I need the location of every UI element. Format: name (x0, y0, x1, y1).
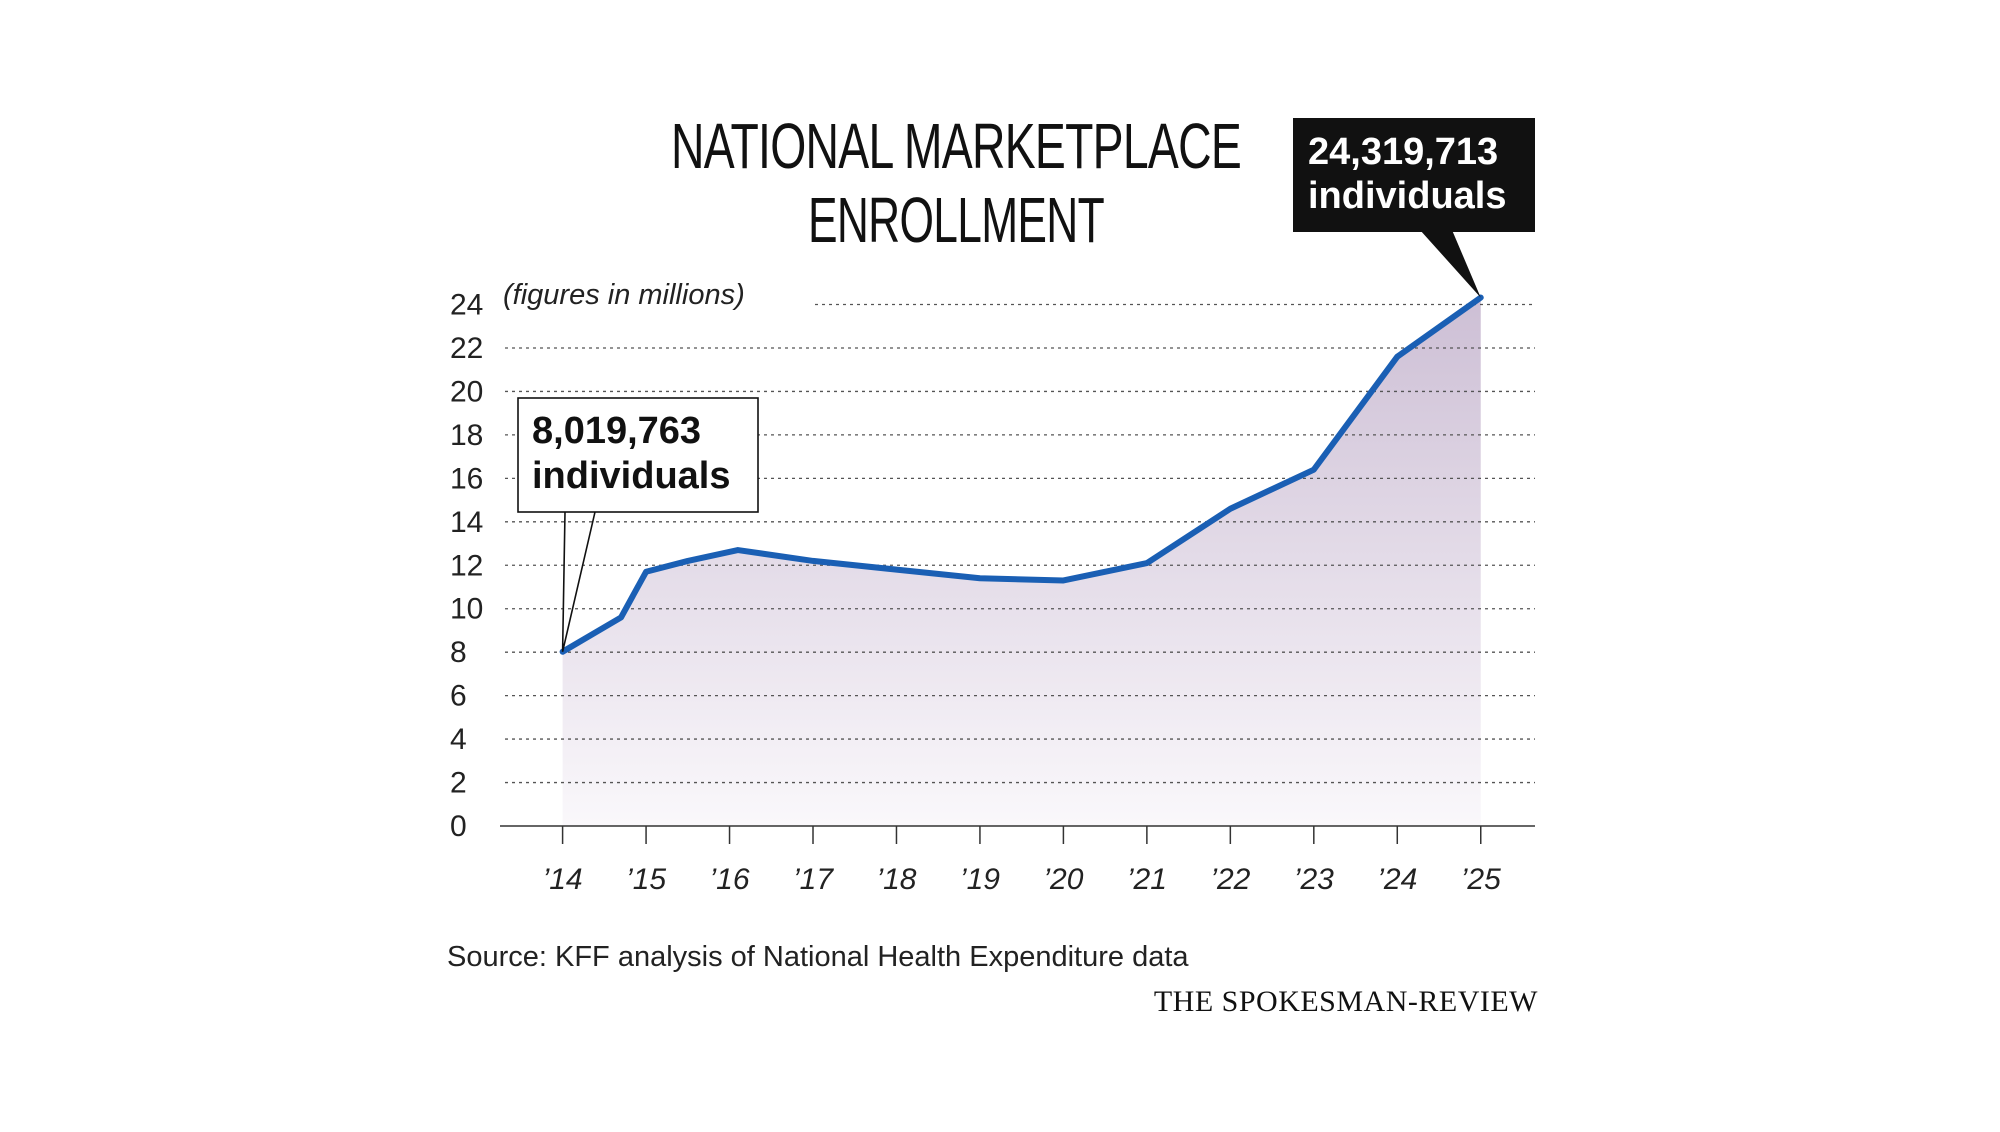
callout-end-value: 24,319,713 (1308, 131, 1498, 173)
data-point-11 (1311, 467, 1317, 473)
data-point-6 (893, 567, 899, 573)
x-tick-label-2023: ’23 (1294, 863, 1334, 896)
data-point-3 (685, 558, 691, 564)
y-tick-label-10: 10 (450, 593, 483, 626)
callout-start-value: 8,019,763 (532, 410, 701, 452)
y-tick-label-4: 4 (450, 723, 467, 756)
data-point-7 (977, 575, 983, 581)
y-tick-label-22: 22 (450, 332, 483, 365)
x-tick-label-2021: ’21 (1127, 863, 1167, 896)
data-point-9 (1144, 560, 1150, 566)
series-line (559, 294, 1484, 655)
callout-box-end (1293, 118, 1535, 232)
chart-title-line-1: NATIONAL MARKETPLACE (671, 110, 1241, 182)
x-tick-label-2017: ’17 (793, 863, 834, 896)
x-tick-label-2019: ’19 (960, 863, 1000, 896)
y-tick-label-12: 12 (450, 549, 483, 582)
source-note: Source: KFF analysis of National Health … (447, 941, 1189, 973)
callout-start-label: individuals (532, 455, 730, 497)
data-point-8 (1060, 577, 1066, 583)
x-tick-label-2015: ’15 (626, 863, 666, 896)
x-tick-label-2022: ’22 (1210, 863, 1250, 896)
y-tick-label-0: 0 (450, 810, 467, 843)
data-point-12 (1394, 354, 1400, 360)
y-tick-label-8: 8 (450, 636, 467, 669)
y-tick-label-20: 20 (450, 375, 483, 408)
callout-pointer-end (1420, 230, 1481, 298)
y-tick-label-6: 6 (450, 680, 467, 713)
y-tick-label-24: 24 (450, 289, 483, 322)
chart-title-line-2: ENROLLMENT (808, 184, 1104, 256)
callout-box-start (517, 397, 759, 513)
x-tick-label-2020: ’20 (1043, 863, 1083, 896)
x-tick-label-2024: ’24 (1377, 863, 1417, 896)
y-tick-label-14: 14 (450, 506, 483, 539)
y-tick-label-2: 2 (450, 767, 467, 800)
data-point-1 (618, 614, 624, 620)
x-tick-label-2016: ’16 (710, 863, 750, 896)
units-note: (figures in millions) (503, 279, 745, 311)
callout-end-label: individuals (1308, 175, 1506, 217)
area-fill (562, 297, 1481, 826)
y-tick-label-16: 16 (450, 462, 483, 495)
data-point-4 (735, 547, 741, 553)
x-tick-label-2018: ’18 (876, 863, 916, 896)
data-point-5 (810, 558, 816, 564)
x-tick-label-2014: ’14 (543, 863, 583, 896)
x-tick-label-2025: ’25 (1461, 863, 1501, 896)
brand-logo: THE SPOKESMAN-REVIEW (1154, 985, 1538, 1018)
callout-pointer-start (561, 511, 596, 652)
data-point-2 (643, 569, 649, 575)
data-point-10 (1227, 506, 1233, 512)
y-tick-label-18: 18 (450, 419, 483, 452)
